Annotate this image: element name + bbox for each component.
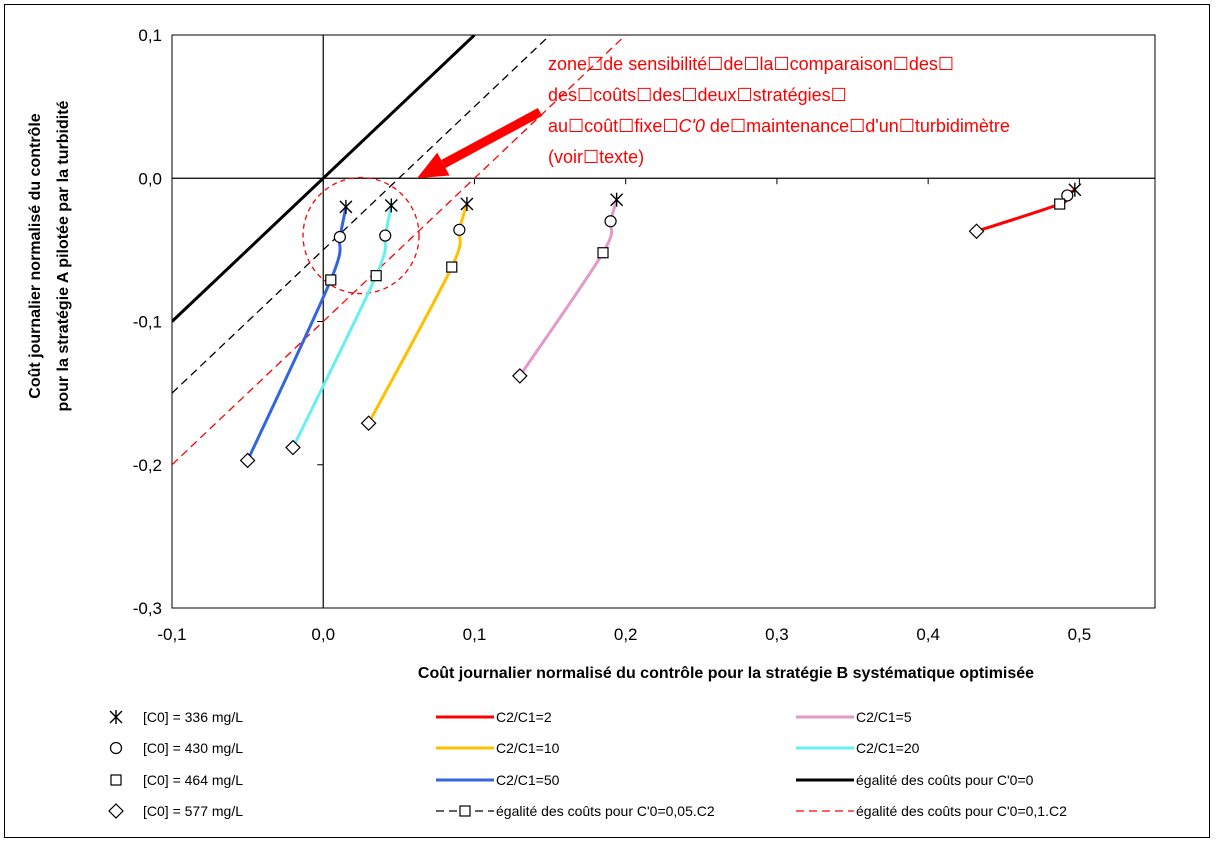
annotation-arrow-head bbox=[416, 152, 450, 179]
diamond-marker bbox=[968, 223, 985, 240]
x-tick-label: -0,1 bbox=[157, 625, 186, 644]
x-tick-label: 0,0 bbox=[311, 625, 335, 644]
reference-line bbox=[172, 35, 627, 466]
circle-marker bbox=[109, 741, 123, 755]
sensitivity-zone-circle bbox=[302, 176, 420, 295]
legend-label: [C0] = 336 mg/L bbox=[143, 709, 243, 725]
series-line bbox=[291, 205, 393, 449]
square-marker bbox=[370, 270, 382, 282]
annotation-arrow-shaft bbox=[441, 108, 543, 168]
legend-label: [C0] = 430 mg/L bbox=[143, 740, 243, 756]
annotation-line3: au☐coût☐fixe☐C'0 de☐maintenance☐d'un☐tur… bbox=[548, 116, 1010, 136]
annotation-line3-italic: C'0 bbox=[678, 116, 704, 136]
square-marker bbox=[110, 774, 122, 786]
star-marker bbox=[610, 192, 624, 207]
legend-label: C2/C1=50 bbox=[496, 772, 560, 788]
legend-label: égalité des coûts pour C'0=0,1.C2 bbox=[856, 803, 1067, 819]
x-tick-label: 0,2 bbox=[614, 625, 638, 644]
square-marker bbox=[1054, 198, 1066, 210]
annotation-line3-part2: de☐maintenance☐d'un☐turbidimètre bbox=[705, 116, 1010, 136]
square-marker bbox=[597, 247, 609, 259]
circle-marker bbox=[1061, 189, 1074, 202]
diamond-marker bbox=[239, 452, 256, 469]
legend-label: [C0] = 577 mg/L bbox=[143, 803, 243, 819]
circle-marker bbox=[453, 223, 466, 236]
reference-line bbox=[172, 35, 476, 323]
y-tick-label: 0,0 bbox=[138, 169, 162, 188]
square-marker bbox=[446, 261, 458, 273]
annotation-line1: zone☐de sensibilité☐de☐la☐comparaison☐de… bbox=[548, 54, 954, 74]
legend-label: C2/C1=2 bbox=[496, 709, 552, 725]
x-axis-title: Coût journalier normalisé du contrôle po… bbox=[418, 665, 1034, 682]
x-tick-label: 0,3 bbox=[765, 625, 789, 644]
star-marker bbox=[109, 710, 123, 724]
plot-content bbox=[172, 35, 1082, 469]
legend-label: [C0] = 464 mg/L bbox=[143, 772, 243, 788]
x-tick-label: 0,4 bbox=[916, 625, 940, 644]
diamond-marker bbox=[511, 368, 528, 384]
chart-frame bbox=[4, 4, 1210, 838]
diamond-marker bbox=[360, 415, 377, 432]
legend: [C0] = 336 mg/L [C0] = 430 mg/L [C0] = 464… bbox=[108, 709, 1067, 819]
annotation-line2: des☐coûts☐des☐deux☐stratégies☐ bbox=[548, 85, 847, 105]
legend-label: égalité des coûts pour C'0=0 bbox=[856, 772, 1034, 788]
circle-marker bbox=[379, 229, 392, 242]
legend-label: C2/C1=20 bbox=[856, 740, 920, 756]
y-axis-title-line2: pour la stratégie A pilotée par la turbi… bbox=[55, 100, 72, 411]
series-line bbox=[367, 203, 469, 424]
circle-marker bbox=[333, 230, 346, 244]
y-tick-label: -0,2 bbox=[133, 456, 162, 475]
legend-label: égalité des coûts pour C'0=0,05.C2 bbox=[496, 803, 715, 819]
series-line bbox=[976, 188, 1076, 233]
star-marker bbox=[460, 197, 474, 212]
diamond-marker bbox=[108, 803, 124, 819]
star-marker bbox=[384, 198, 398, 213]
square-marker bbox=[325, 274, 337, 286]
star-marker bbox=[339, 199, 353, 214]
y-tick-label: -0,3 bbox=[133, 599, 162, 618]
y-tick-label: 0,1 bbox=[138, 26, 162, 45]
series-line bbox=[246, 206, 348, 462]
y-tick-label: -0,1 bbox=[133, 313, 162, 332]
annotation-line3-part1: au☐coût☐fixe☐ bbox=[548, 116, 678, 136]
legend-label: C2/C1=5 bbox=[856, 709, 912, 725]
reference-line bbox=[172, 35, 551, 394]
legend-label: C2/C1=10 bbox=[496, 740, 560, 756]
diamond-marker bbox=[285, 439, 301, 456]
x-tick-label: 0,5 bbox=[1068, 625, 1092, 644]
series-line bbox=[518, 199, 619, 377]
y-axis-title-line1: Coût journalier normalisé du contrôle bbox=[27, 113, 44, 398]
circle-marker bbox=[604, 215, 617, 228]
x-tick-label: 0,1 bbox=[463, 625, 487, 644]
square-marker bbox=[459, 805, 471, 817]
plot-area: -0,1 0,0 0,1 0,2 0,3 0,4 0,5 0,1 0,0 -0,1 -0,2 -0,3 bbox=[133, 26, 1156, 644]
annotation-line4: (voir☐texte) bbox=[548, 147, 644, 167]
